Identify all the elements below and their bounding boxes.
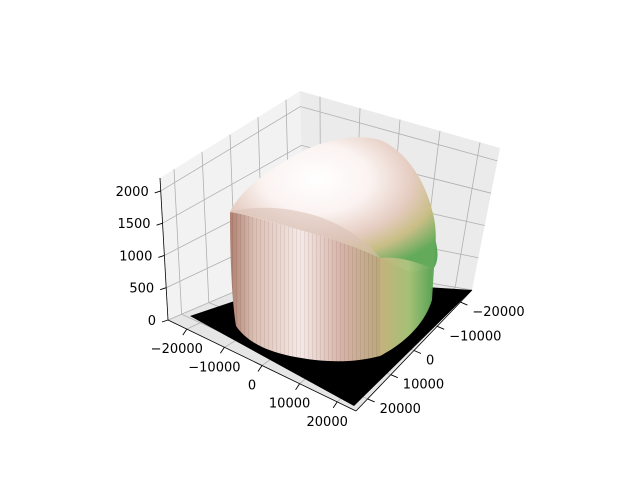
y-tick-mark [220,347,225,354]
x-tick-label: −10000 [449,329,501,344]
x-tick-label: −20000 [472,305,524,320]
z-grid-line [162,144,492,224]
x-grid-line-vertical [201,151,210,303]
x-tick-mark [413,350,422,354]
x-tick-label: 20000 [380,402,421,417]
y-grid-line-vertical [454,142,481,288]
y-tick-mark [295,383,300,390]
x-grid-line-vertical [173,169,182,315]
z-tick-mark [158,255,165,258]
y-tick-mark [257,365,263,372]
y-tick-label: −20000 [151,342,203,357]
y-tick-label: 10000 [269,397,310,412]
z-axis-line [159,177,169,321]
y-tick-mark [182,328,188,336]
z-tick-label: 0 [148,314,156,329]
z-tick-label: 2000 [116,185,149,200]
z-tick-mark [161,319,169,323]
surface-top-shading [230,207,380,258]
y-tick-label: 0 [248,379,256,394]
z-tick-mark [154,190,161,194]
z-tick-mark [156,222,163,226]
z-grid-line [160,106,498,192]
x-tick-mark [367,398,375,403]
z-tick-mark [160,287,167,291]
z-axis-ticks: 0 500 1000 1500 2000 [116,185,169,329]
y-tick-mark [332,401,338,409]
x-tick-label: 0 [426,354,434,369]
z-tick-label: 500 [129,282,154,297]
x-tick-mark [390,374,398,379]
y-tick-label: −10000 [188,360,240,375]
x-tick-mark [460,301,468,306]
y-axis-ticks: −20000 −10000 0 10000 20000 [151,328,348,430]
x-tick-label: 10000 [403,378,444,393]
x-axis-ticks: −20000 −10000 0 10000 20000 [367,301,525,417]
surface-top-cap [230,137,436,268]
x-tick-mark [437,325,445,330]
z-tick-label: 1500 [117,217,150,232]
z-tick-label: 1000 [119,249,152,264]
y-tick-label: 20000 [307,415,348,430]
